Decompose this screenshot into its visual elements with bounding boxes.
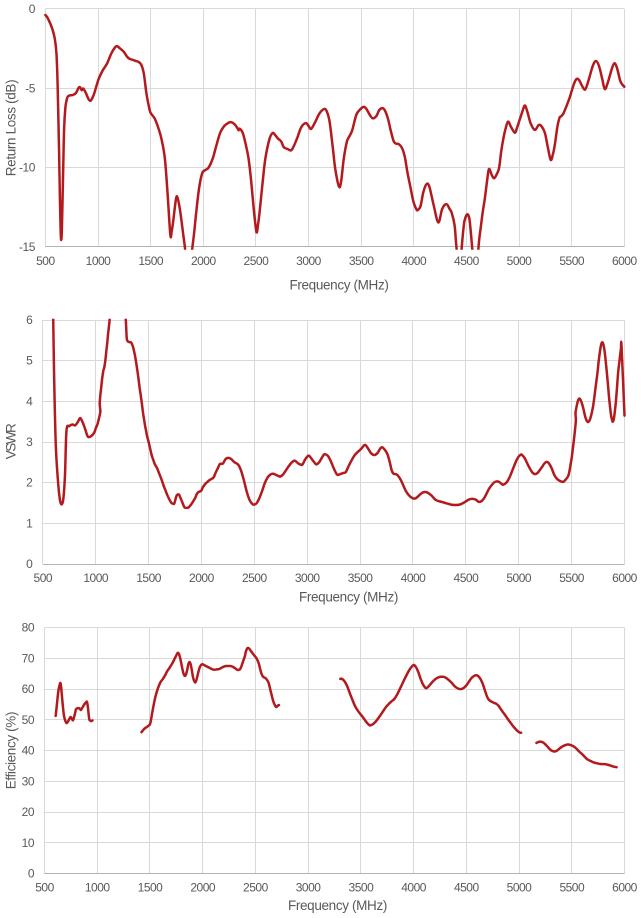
svg-text:4: 4 <box>26 394 33 408</box>
svg-text:2: 2 <box>26 476 33 490</box>
svg-text:6000: 6000 <box>612 254 638 268</box>
svg-text:1000: 1000 <box>86 254 112 268</box>
svg-text:5000: 5000 <box>507 254 533 268</box>
svg-text:4000: 4000 <box>401 881 427 895</box>
svg-text:0: 0 <box>28 867 35 881</box>
svg-text:1500: 1500 <box>136 571 162 585</box>
svg-text:4000: 4000 <box>401 571 427 585</box>
svg-text:Frequency (MHz): Frequency (MHz) <box>299 589 398 604</box>
svg-text:70: 70 <box>22 651 35 665</box>
svg-text:5500: 5500 <box>559 881 585 895</box>
svg-text:3500: 3500 <box>349 254 375 268</box>
svg-text:500: 500 <box>36 254 55 268</box>
svg-text:-5: -5 <box>25 81 35 95</box>
svg-text:5500: 5500 <box>559 571 585 585</box>
svg-text:40: 40 <box>22 744 35 758</box>
svg-text:3: 3 <box>26 435 33 449</box>
svg-text:500: 500 <box>34 571 53 585</box>
svg-text:2000: 2000 <box>191 254 217 268</box>
svg-text:1: 1 <box>26 516 33 530</box>
svg-text:4500: 4500 <box>454 881 480 895</box>
svg-text:5000: 5000 <box>507 881 533 895</box>
svg-text:3500: 3500 <box>349 881 375 895</box>
svg-text:2500: 2500 <box>242 571 268 585</box>
svg-text:3000: 3000 <box>295 571 321 585</box>
svg-text:30: 30 <box>22 774 35 788</box>
svg-text:0: 0 <box>26 557 33 571</box>
svg-text:1500: 1500 <box>138 881 164 895</box>
svg-text:2500: 2500 <box>244 254 270 268</box>
svg-text:500: 500 <box>35 881 54 895</box>
svg-text:5500: 5500 <box>559 254 585 268</box>
svg-text:3500: 3500 <box>348 571 374 585</box>
svg-text:3000: 3000 <box>296 254 322 268</box>
svg-text:4500: 4500 <box>454 571 480 585</box>
svg-text:10: 10 <box>22 836 35 850</box>
svg-text:1000: 1000 <box>83 571 109 585</box>
svg-text:6000: 6000 <box>612 571 638 585</box>
svg-text:0: 0 <box>29 2 36 16</box>
svg-text:Return Loss (dB): Return Loss (dB) <box>4 80 19 176</box>
svg-text:Frequency (MHz): Frequency (MHz) <box>289 277 388 292</box>
svg-text:1000: 1000 <box>85 881 111 895</box>
svg-text:2500: 2500 <box>243 881 269 895</box>
svg-text:6000: 6000 <box>612 881 638 895</box>
svg-text:4500: 4500 <box>454 254 480 268</box>
svg-text:2000: 2000 <box>190 881 216 895</box>
svg-text:1500: 1500 <box>138 254 164 268</box>
svg-text:60: 60 <box>22 682 35 696</box>
svg-text:3000: 3000 <box>296 881 322 895</box>
svg-text:80: 80 <box>22 621 35 635</box>
svg-text:Efficiency (%): Efficiency (%) <box>4 712 19 789</box>
svg-text:-10: -10 <box>19 161 36 175</box>
svg-text:-15: -15 <box>19 240 36 254</box>
svg-text:5: 5 <box>26 354 33 368</box>
svg-text:Frequency (MHz): Frequency (MHz) <box>288 898 387 913</box>
svg-text:6: 6 <box>26 313 33 327</box>
svg-text:VSWR: VSWR <box>4 423 19 459</box>
svg-text:2000: 2000 <box>189 571 215 585</box>
svg-text:4000: 4000 <box>401 254 427 268</box>
svg-text:50: 50 <box>22 713 35 727</box>
svg-text:20: 20 <box>22 805 35 819</box>
svg-text:5000: 5000 <box>506 571 532 585</box>
